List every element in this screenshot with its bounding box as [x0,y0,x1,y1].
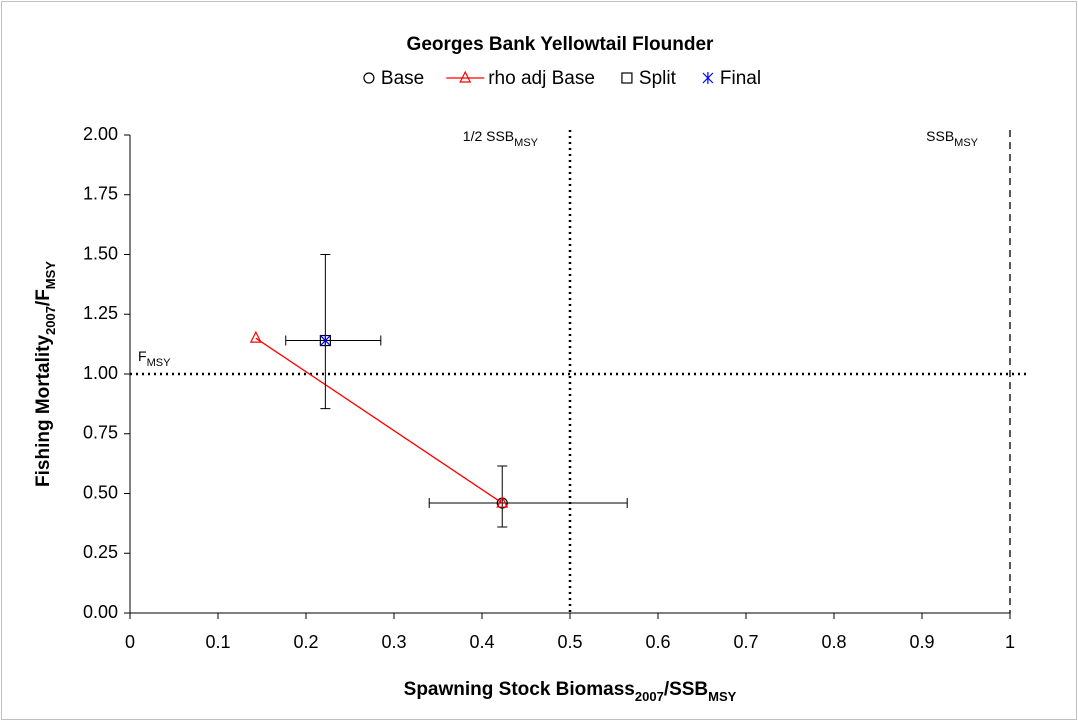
y-axis-label-part: Fishing Mortality [33,335,54,487]
y-tick-label: 1.75 [83,184,118,204]
y-axis-label-sub: MSY [43,261,58,290]
x-error-bar [285,335,382,346]
y-tick-label: 2.00 [83,124,118,144]
y-tick-label: 0.00 [83,602,118,622]
legend-item: Final [702,68,761,89]
series-line [255,337,503,504]
marker [621,72,633,84]
reference-label-part: F [138,348,147,364]
legend-item: Split [621,68,677,89]
y-tick-label: 1.25 [83,303,118,323]
legend-label: Final [720,68,761,89]
y-axis-label: Fishing Mortality2007/FMSY [33,261,58,487]
y-tick-label: 0.50 [83,482,118,502]
x-axis-label-sub: MSY [708,689,737,704]
legend-label: Base [381,68,424,89]
marker [459,70,472,83]
x-tick-label: 0.7 [733,632,758,652]
x-tick-label: 0.3 [381,632,406,652]
reference-label: FMSY [138,348,171,369]
y-axis-label-sub: 2007 [43,306,58,335]
x-tick-label: 0.5 [557,632,582,652]
x-tick-label: 0.4 [469,632,494,652]
x-tick-label: 1 [1005,632,1015,652]
legend-item: Base [363,68,424,89]
reference-label: SSBMSY [926,128,979,149]
marker [249,330,262,343]
legend: Base rho adj Base Split Final [363,68,761,89]
chart-title: Georges Bank Yellowtail Flounder [407,34,715,55]
marker [363,72,375,84]
legend-label: Split [639,68,677,89]
x-axis-label: Spawning Stock Biomass2007/SSBMSY [404,679,737,704]
marker [496,495,509,508]
y-error-bar [320,254,331,410]
y-tick-label: 0.25 [83,542,118,562]
x-axis-label-part: /SSB [664,679,708,700]
y-tick-label: 1.00 [83,363,118,383]
marker [702,72,714,84]
x-tick-label: 0.1 [205,632,230,652]
x-tick-label: 0.8 [821,632,846,652]
legend-label: rho adj Base [488,68,595,89]
reference-label-part: SSB [926,128,954,144]
y-tick-label: 0.75 [83,423,118,443]
y-tick-label: 1.50 [83,243,118,263]
reference-label-part: 1/2 SSB [463,128,514,144]
y-axis-label-part: /F [33,289,54,306]
x-error-bar [428,498,628,509]
x-tick-label: 0.2 [293,632,318,652]
legend-item: rho adj Base [446,68,595,89]
x-tick-label: 0.9 [909,632,934,652]
x-axis-label-sub: 2007 [635,689,664,704]
x-tick-label: 0.6 [645,632,670,652]
x-tick-label: 0 [125,632,135,652]
reference-label-sub: MSY [954,137,979,149]
reference-label-sub: MSY [514,137,539,149]
reference-label: 1/2 SSBMSY [463,128,539,149]
reference-label-sub: MSY [147,357,172,369]
marker [319,334,331,347]
x-axis-label-part: Spawning Stock Biomass [404,679,635,700]
